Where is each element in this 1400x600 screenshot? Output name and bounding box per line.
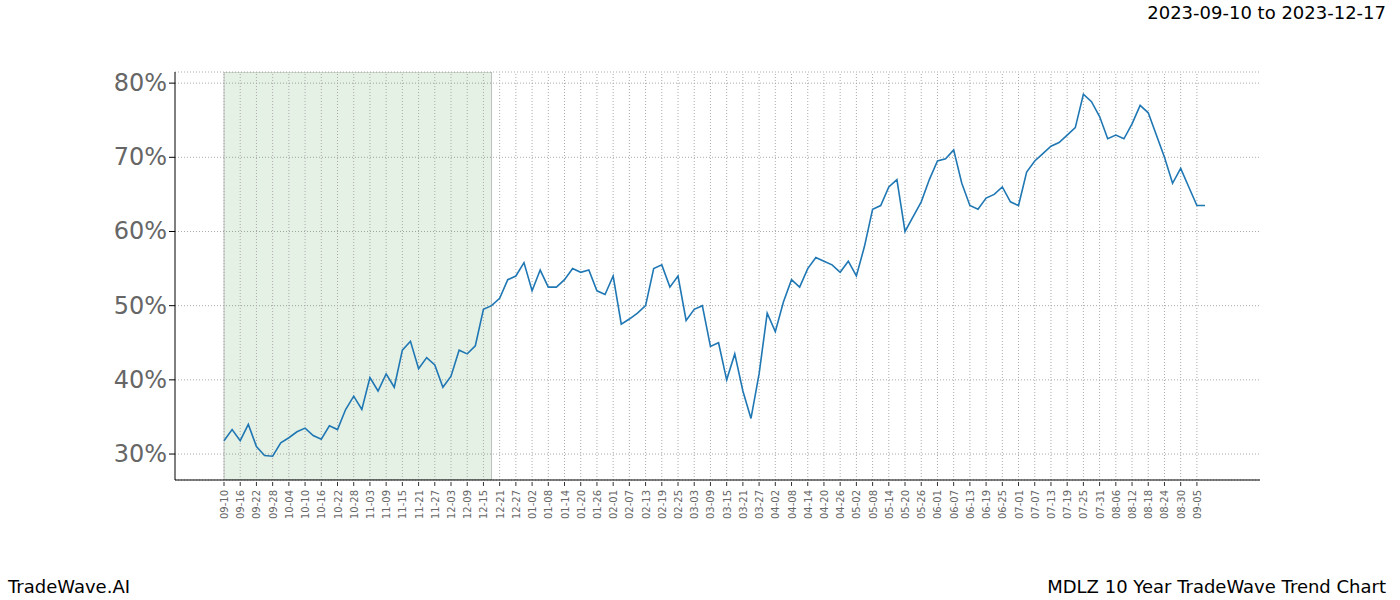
svg-text:06-25: 06-25 — [997, 490, 1008, 519]
svg-text:01-02: 01-02 — [527, 490, 538, 519]
svg-text:01-20: 01-20 — [576, 490, 587, 519]
svg-text:08-06: 08-06 — [1111, 490, 1122, 519]
svg-text:04-20: 04-20 — [819, 490, 830, 519]
svg-text:12-09: 12-09 — [462, 490, 473, 519]
svg-text:07-31: 07-31 — [1095, 490, 1106, 519]
svg-text:80%: 80% — [114, 69, 167, 97]
svg-text:08-24: 08-24 — [1159, 490, 1170, 519]
svg-text:02-01: 02-01 — [608, 490, 619, 519]
svg-text:11-09: 11-09 — [381, 490, 392, 519]
svg-text:05-14: 05-14 — [884, 490, 895, 519]
svg-text:12-27: 12-27 — [511, 490, 522, 519]
svg-text:01-14: 01-14 — [560, 490, 571, 519]
svg-text:11-27: 11-27 — [430, 490, 441, 519]
svg-text:09-28: 09-28 — [268, 490, 279, 519]
svg-text:12-15: 12-15 — [478, 490, 489, 519]
svg-text:07-19: 07-19 — [1062, 490, 1073, 519]
svg-text:01-08: 01-08 — [543, 490, 554, 519]
html-text:2023-09-10 to 2023-12-17: 2023-09-10 to 2023-12-17 — [1147, 2, 1386, 23]
svg-text:60%: 60% — [114, 217, 167, 245]
svg-text:70%: 70% — [114, 143, 167, 171]
svg-text:02-13: 02-13 — [641, 490, 652, 519]
svg-text:05-26: 05-26 — [916, 490, 927, 519]
svg-text:03-15: 03-15 — [722, 490, 733, 519]
svg-text:10-16: 10-16 — [316, 490, 327, 519]
svg-text:04-08: 04-08 — [787, 490, 798, 519]
svg-text:07-25: 07-25 — [1078, 490, 1089, 519]
svg-text:02-25: 02-25 — [673, 490, 684, 519]
svg-text:11-15: 11-15 — [397, 490, 408, 519]
svg-text:10-04: 10-04 — [284, 490, 295, 519]
svg-text:09-16: 09-16 — [235, 490, 246, 519]
html-text:MDLZ 10 Year TradeWave Trend C: MDLZ 10 Year TradeWave Trend Chart — [1047, 576, 1386, 597]
svg-text:08-12: 08-12 — [1127, 490, 1138, 519]
svg-text:05-08: 05-08 — [868, 490, 879, 519]
svg-text:01-26: 01-26 — [592, 490, 603, 519]
svg-text:07-13: 07-13 — [1046, 490, 1057, 519]
svg-text:03-03: 03-03 — [689, 490, 700, 519]
svg-text:06-01: 06-01 — [932, 490, 943, 519]
svg-text:06-13: 06-13 — [965, 490, 976, 519]
svg-text:03-21: 03-21 — [738, 490, 749, 519]
svg-text:09-05: 09-05 — [1192, 490, 1203, 519]
svg-text:12-21: 12-21 — [495, 490, 506, 519]
svg-text:02-07: 02-07 — [624, 490, 635, 519]
svg-text:03-27: 03-27 — [754, 490, 765, 519]
svg-text:05-20: 05-20 — [900, 490, 911, 519]
svg-text:04-02: 04-02 — [770, 490, 781, 519]
svg-text:50%: 50% — [114, 292, 167, 320]
svg-text:08-30: 08-30 — [1176, 490, 1187, 519]
svg-text:02-19: 02-19 — [657, 490, 668, 519]
svg-text:10-28: 10-28 — [349, 490, 360, 519]
svg-text:12-03: 12-03 — [446, 490, 457, 519]
svg-text:06-07: 06-07 — [949, 490, 960, 519]
svg-text:03-09: 03-09 — [705, 490, 716, 519]
svg-text:09-22: 09-22 — [251, 490, 262, 519]
html-text:TradeWave.AI: TradeWave.AI — [8, 576, 130, 597]
svg-text:08-18: 08-18 — [1143, 490, 1154, 519]
svg-text:11-03: 11-03 — [365, 490, 376, 519]
svg-text:07-07: 07-07 — [1030, 490, 1041, 519]
svg-text:05-02: 05-02 — [851, 490, 862, 519]
svg-text:10-10: 10-10 — [300, 490, 311, 519]
svg-text:11-21: 11-21 — [414, 490, 425, 519]
svg-text:30%: 30% — [114, 440, 167, 468]
svg-text:07-01: 07-01 — [1014, 490, 1025, 519]
svg-text:10-22: 10-22 — [333, 490, 344, 519]
svg-text:06-19: 06-19 — [981, 490, 992, 519]
svg-text:40%: 40% — [114, 366, 167, 394]
svg-text:09-10: 09-10 — [219, 490, 230, 519]
svg-text:04-14: 04-14 — [803, 490, 814, 519]
svg-text:04-26: 04-26 — [835, 490, 846, 519]
